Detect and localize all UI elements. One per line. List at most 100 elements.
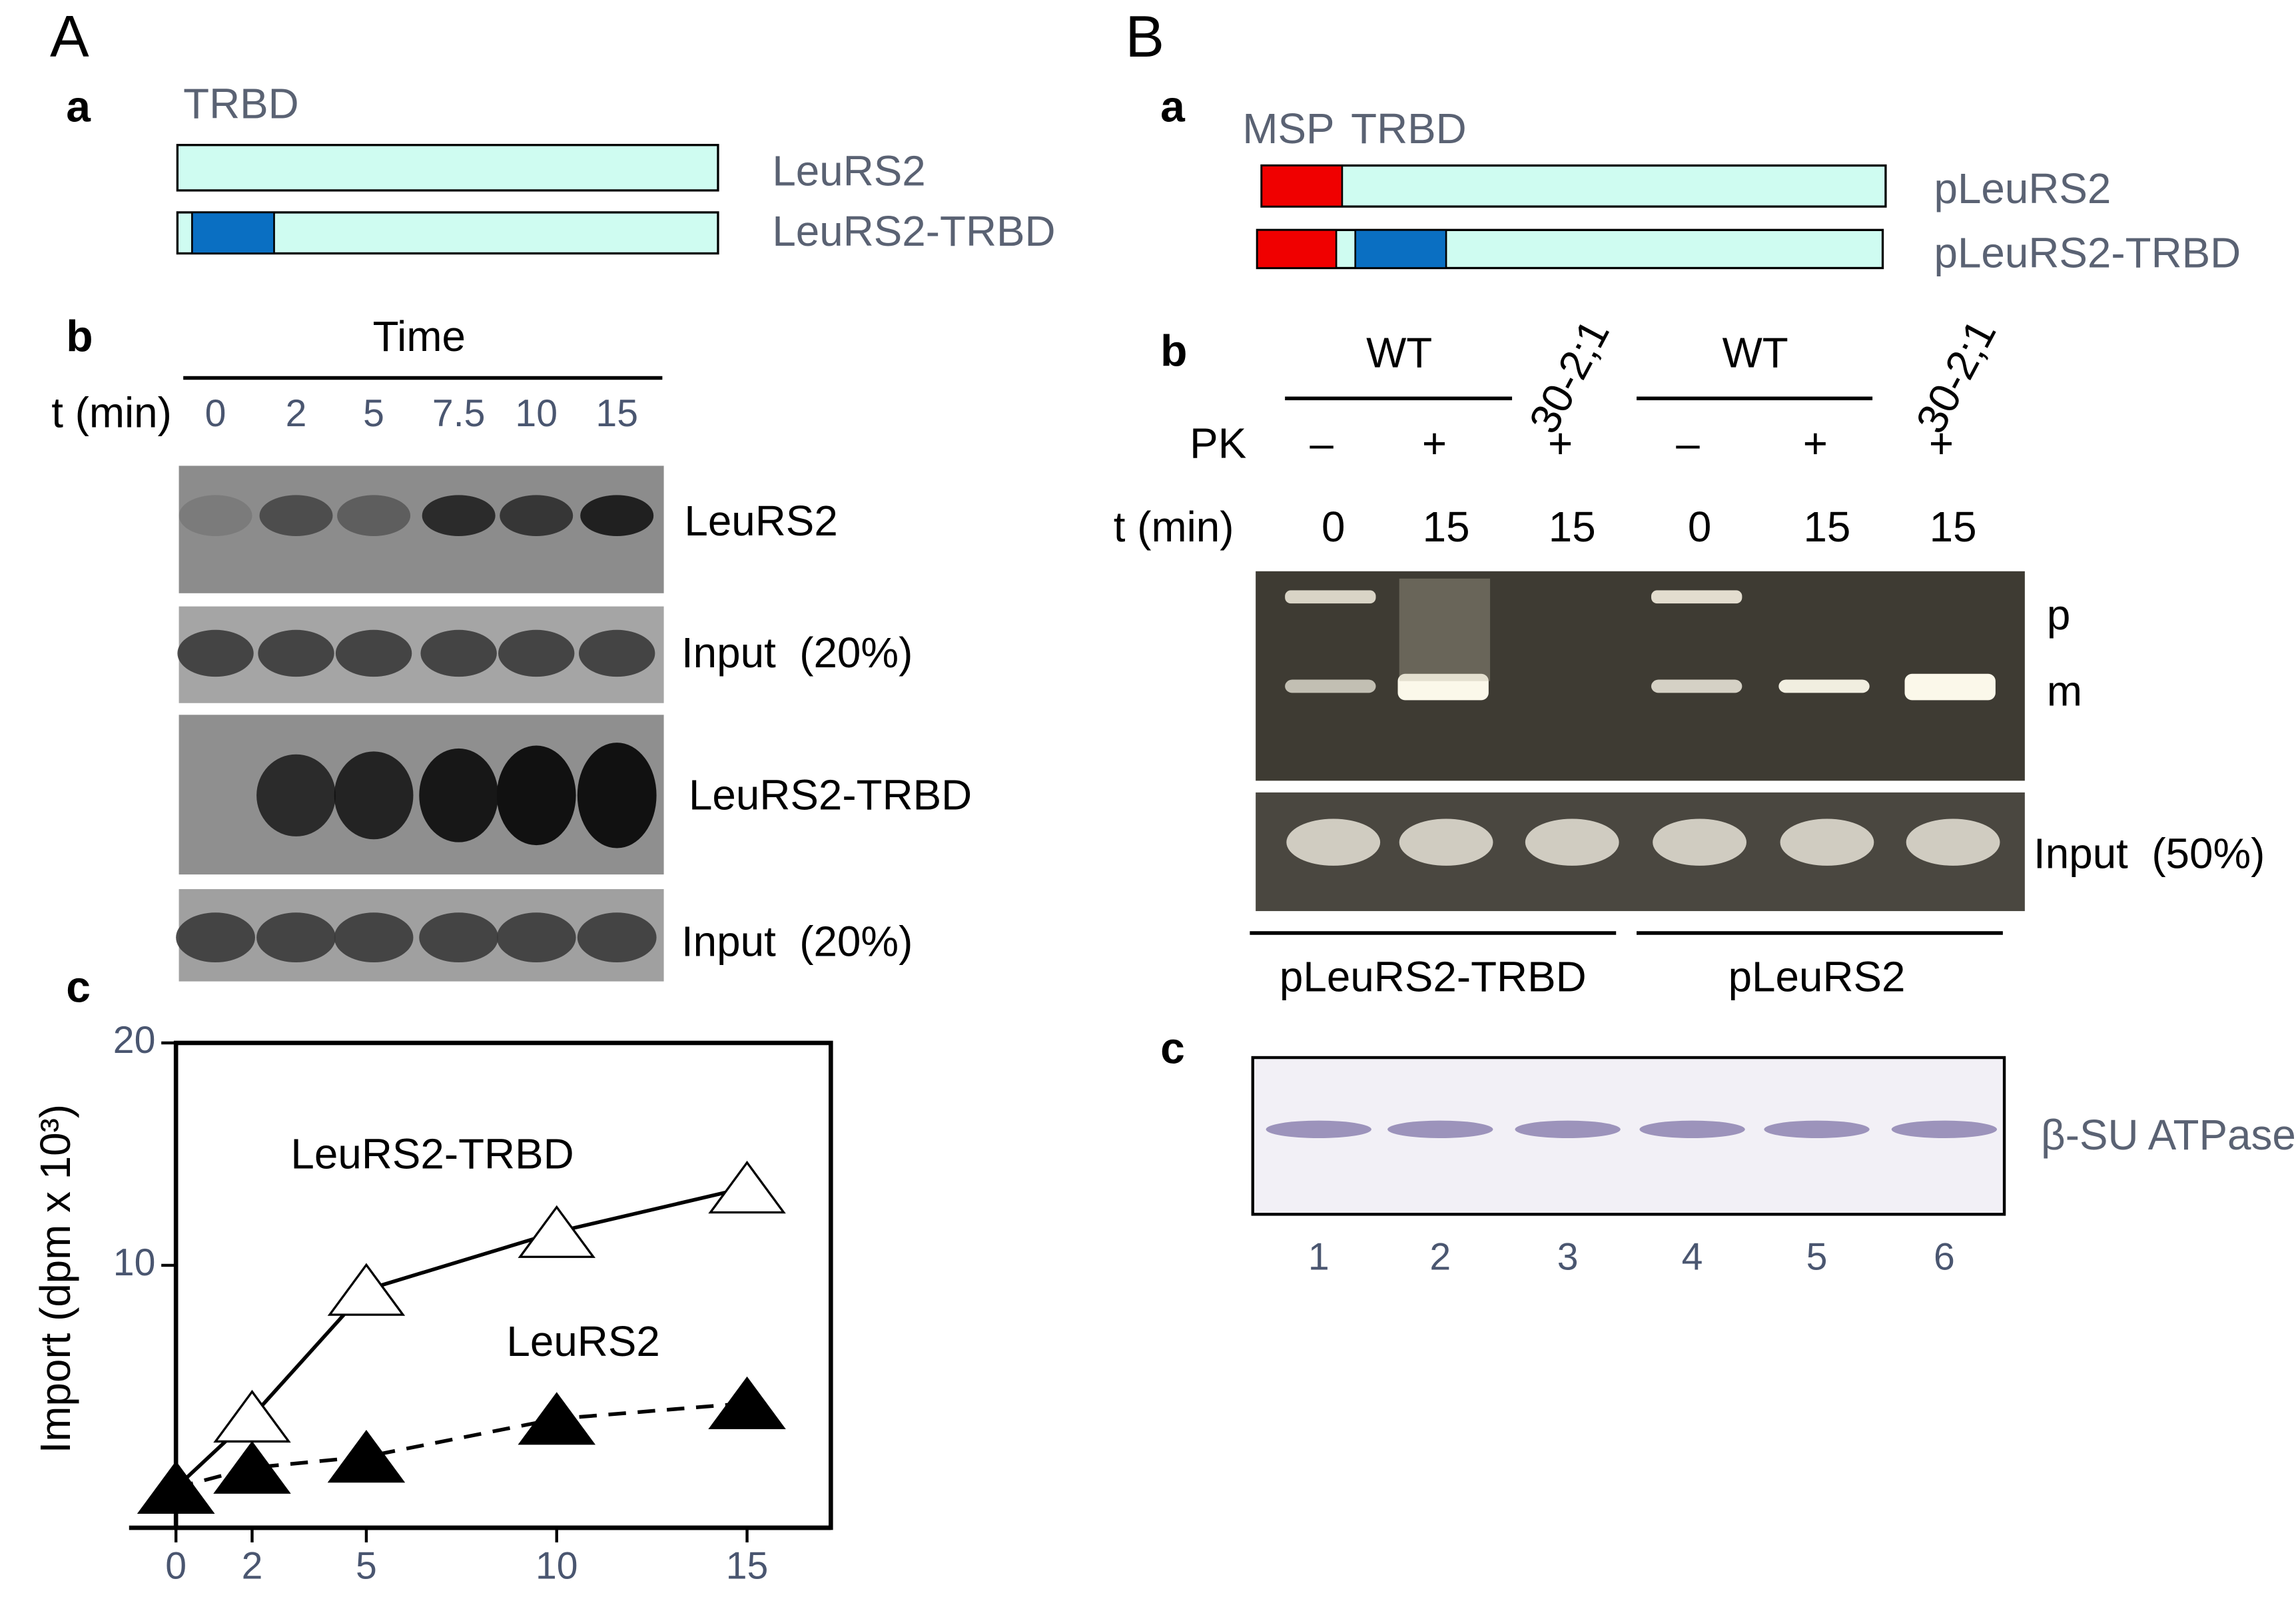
gel [179,466,664,593]
time-value: 0 [205,392,226,435]
plot-frame [173,1040,833,1530]
time-value: 7.5 [432,392,485,435]
domain-label: TRBD [1351,105,1467,153]
band [419,912,499,963]
y-tick-label: 10 [113,1241,156,1284]
band [1780,818,1874,866]
gel-bands [176,495,2000,1138]
series-label: LeuRS2 [506,1317,659,1365]
x-tick-label: 15 [726,1545,769,1588]
construct-label: LeuRS2 [772,147,925,195]
band-label: p [2047,591,2070,639]
band [1286,818,1381,866]
gel-label: Input (20%) [681,629,913,677]
band [1397,673,1489,701]
triangle-marker [327,1263,406,1316]
pk-sign: + [1929,420,1954,468]
x-tick-label: 2 [242,1545,263,1588]
time-header: Time [373,312,466,360]
band [259,495,333,536]
subpanel-label: a [1160,81,1186,131]
time-value: 15 [1549,503,1596,551]
band [1904,673,1996,701]
gel-label: Input (20%) [681,917,913,965]
lane-number: 6 [1934,1236,1955,1279]
band [1285,679,1376,693]
lane-number: 3 [1557,1236,1579,1279]
band [577,912,657,963]
lane-number: 1 [1308,1236,1330,1279]
band [334,912,414,963]
subpanel-label: c [66,962,91,1011]
construct-bar [1256,228,1884,270]
lane-number: 5 [1806,1236,1828,1279]
gel [1251,1056,2006,1216]
time-label: t (min) [51,388,172,436]
band [1653,818,1746,866]
time-label: t (min) [1114,503,1234,551]
trbd-domain [1354,228,1447,269]
triangle-marker [708,1376,786,1430]
group-label: pLeuRS2 [1728,952,1906,1000]
subpanel-label: c [1160,1024,1185,1073]
msp-domain [1260,164,1343,208]
time-value: 15 [1803,503,1850,551]
band [1651,590,1742,604]
band-label: m [2047,667,2082,715]
x-tick-label: 10 [536,1545,578,1588]
y-tick-label: 20 [113,1019,156,1062]
band [579,629,655,677]
band [1399,818,1493,866]
time-value: 15 [595,392,638,435]
band [176,912,255,963]
smear [1399,578,1491,681]
band [256,912,336,963]
band [258,629,334,677]
time-value: 10 [515,392,558,435]
msp-domain [1256,228,1338,269]
strain-label: 30-2;1 [1906,312,2005,440]
x-tick-label: 5 [356,1545,377,1588]
gel-label: LeuRS2-TRBD [689,771,972,819]
band [1525,818,1619,866]
band [1285,590,1376,604]
triangle-marker [327,1429,406,1483]
time-value: 2 [286,392,307,435]
construct-label: pLeuRS2 [1934,164,2111,212]
triangle-marker [708,1160,786,1214]
y-axis-label: Import (dpm x 10³) [31,1104,79,1453]
domain-label: MSP [1242,105,1334,153]
time-value: 0 [1688,503,1711,551]
construct-bar [1260,164,1887,208]
band [500,495,574,536]
band [1639,1120,1745,1138]
band [419,748,499,842]
construct-label: LeuRS2-TRBD [772,207,1055,255]
band [498,629,575,677]
panel-label: A [50,3,89,69]
pk-sign: + [1803,420,1828,468]
band [422,495,496,536]
x-tick-label: 0 [165,1545,187,1588]
band [580,495,654,536]
lane-number: 2 [1429,1236,1451,1279]
subpanel-label: b [1160,326,1187,376]
subpanel-label: a [66,81,91,131]
band [256,754,336,836]
subpanel-label: b [66,312,93,361]
gel [1256,792,2025,912]
triangle-marker [213,1441,291,1494]
triangle-marker [213,1389,291,1443]
pk-sign: + [1548,420,1573,468]
panel-label: B [1125,3,1164,69]
band [1764,1120,1870,1138]
band [1387,1120,1493,1138]
pk-sign: – [1310,420,1334,468]
series-line [175,1185,748,1489]
pk-sign: – [1676,420,1700,468]
band [1906,818,2000,866]
gel [1256,571,2025,781]
gel-label: Input (50%) [2034,830,2265,878]
